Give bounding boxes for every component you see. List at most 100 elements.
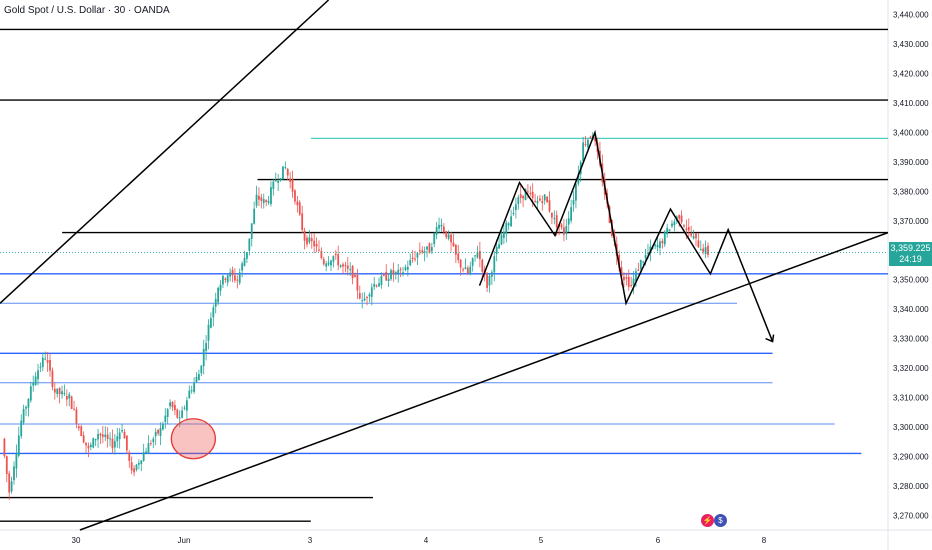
candle-body xyxy=(495,246,498,255)
candle-body xyxy=(656,244,659,248)
candle-body xyxy=(529,192,532,194)
candle-body xyxy=(89,444,92,447)
candle-body xyxy=(548,200,551,212)
candle-body xyxy=(433,233,436,245)
candle-body xyxy=(594,137,597,142)
candle-body xyxy=(27,398,30,408)
candle-body xyxy=(543,194,546,201)
candle-body xyxy=(133,468,135,473)
candle-body xyxy=(627,276,630,287)
x-tick-label: 5 xyxy=(539,536,544,545)
candle-body xyxy=(414,258,416,260)
candle-body xyxy=(188,390,191,399)
candle-body xyxy=(332,256,335,262)
y-tick-label: 3,390.000 xyxy=(893,158,929,167)
candle-body xyxy=(130,462,133,471)
candle-body xyxy=(466,267,469,274)
candle-body xyxy=(623,276,625,281)
candle-body xyxy=(277,180,280,183)
candle-body xyxy=(378,283,380,287)
candle-body xyxy=(426,246,428,250)
projection-arrow-head xyxy=(765,334,775,343)
candle-body xyxy=(308,237,311,243)
candle-body xyxy=(176,409,179,418)
candle-body xyxy=(152,438,155,443)
candle-body xyxy=(572,199,575,205)
candle-body xyxy=(77,426,80,429)
candle-body xyxy=(164,415,167,422)
candle-body xyxy=(128,452,131,461)
candle-body xyxy=(428,243,431,254)
lightning-event-icon[interactable]: ⚡ xyxy=(701,514,714,527)
candle-body xyxy=(517,197,520,205)
candle-body xyxy=(231,269,234,276)
trend-line xyxy=(0,0,330,304)
candle-body xyxy=(565,226,568,234)
candle-body xyxy=(406,266,409,270)
candle-body xyxy=(207,324,210,341)
candle-body xyxy=(330,260,332,266)
candle-body xyxy=(286,168,289,176)
candle-body xyxy=(97,433,99,440)
candle-body xyxy=(289,178,292,182)
candle-body xyxy=(73,408,75,410)
candle-body xyxy=(118,432,121,440)
candle-body xyxy=(219,284,222,291)
pattern-projection-path xyxy=(478,129,774,342)
candle-body xyxy=(198,374,200,381)
candle-body xyxy=(41,357,44,368)
candle-body xyxy=(212,307,215,318)
candle-body xyxy=(673,221,676,226)
candle-body xyxy=(87,445,90,449)
candle-body xyxy=(159,427,162,436)
candle-body xyxy=(322,259,325,265)
candle-body xyxy=(373,284,376,287)
candle-body xyxy=(65,396,68,400)
candle-body xyxy=(243,258,246,266)
candle-body xyxy=(445,231,448,238)
candle-body xyxy=(306,237,308,245)
candle-body xyxy=(186,400,188,411)
candle-body xyxy=(397,270,400,274)
candle-body xyxy=(440,224,443,227)
candle-body xyxy=(147,443,150,454)
candle-body xyxy=(250,223,253,239)
candle-body xyxy=(284,167,287,169)
candle-body xyxy=(399,268,402,271)
candle-body xyxy=(430,247,433,252)
candle-body xyxy=(452,242,455,247)
candle-body xyxy=(555,215,558,228)
candle-body xyxy=(313,240,316,247)
candle-body xyxy=(519,194,522,198)
candle-body xyxy=(238,272,241,283)
candle-body xyxy=(514,204,517,210)
candle-body xyxy=(411,257,414,260)
candle-body xyxy=(342,264,344,267)
candle-body xyxy=(140,460,143,465)
candle-body xyxy=(125,435,128,451)
candle-body xyxy=(61,391,63,395)
us-flag-event-icon[interactable]: $ xyxy=(714,514,727,527)
candle-body xyxy=(111,438,114,449)
candle-body xyxy=(51,370,54,387)
candle-body xyxy=(553,218,556,220)
candle-body xyxy=(423,251,426,253)
candle-body xyxy=(498,244,500,249)
candle-body xyxy=(25,406,27,409)
trend-line xyxy=(79,231,889,531)
candle-body xyxy=(474,255,476,257)
candle-body xyxy=(279,178,282,180)
candle-body xyxy=(344,265,347,267)
candle-body xyxy=(200,365,203,374)
candle-body xyxy=(462,269,464,271)
y-tick-label: 3,320.000 xyxy=(893,364,929,373)
candle-body xyxy=(690,233,693,236)
x-tick-label: 6 xyxy=(656,536,661,545)
candle-body xyxy=(75,409,78,424)
candle-body xyxy=(589,136,592,138)
candle-body xyxy=(202,348,205,367)
candle-body xyxy=(512,213,515,215)
candle-body xyxy=(149,443,152,445)
